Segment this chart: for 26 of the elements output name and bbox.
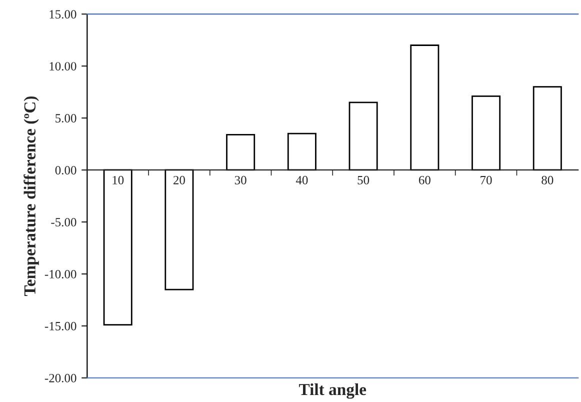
x-tick-label: 30 <box>234 176 246 184</box>
bar <box>287 132 316 171</box>
bar <box>348 102 378 171</box>
y-tick-label: 5.00 <box>56 114 76 123</box>
bar <box>226 134 256 171</box>
y-tick-label: -5.00 <box>51 218 76 226</box>
bar <box>164 169 194 290</box>
y-tick-label: -15.00 <box>44 322 76 330</box>
bar <box>103 169 132 326</box>
x-tick-label: 20 <box>174 176 185 184</box>
y-tick-label: 15.00 <box>50 10 76 19</box>
x-axis-title: Tilt angle <box>299 383 366 399</box>
x-tick-label: 50 <box>358 176 370 184</box>
bar <box>532 86 562 171</box>
x-tick-label: 80 <box>542 176 554 184</box>
x-tick-label: 40 <box>296 176 308 184</box>
x-tick-label: 70 <box>480 176 492 184</box>
y-tick-label: 0.00 <box>55 166 76 175</box>
bar <box>472 95 501 171</box>
y-tick-label: -20.00 <box>44 374 76 382</box>
y-tick-label: -10.00 <box>44 270 76 278</box>
x-tick-label: 10 <box>112 176 124 184</box>
y-tick-label: 10.00 <box>50 62 76 71</box>
x-tick-label: 60 <box>418 176 430 184</box>
y-axis-title: Temperature difference (ºC) <box>24 96 39 296</box>
bar <box>410 44 440 171</box>
